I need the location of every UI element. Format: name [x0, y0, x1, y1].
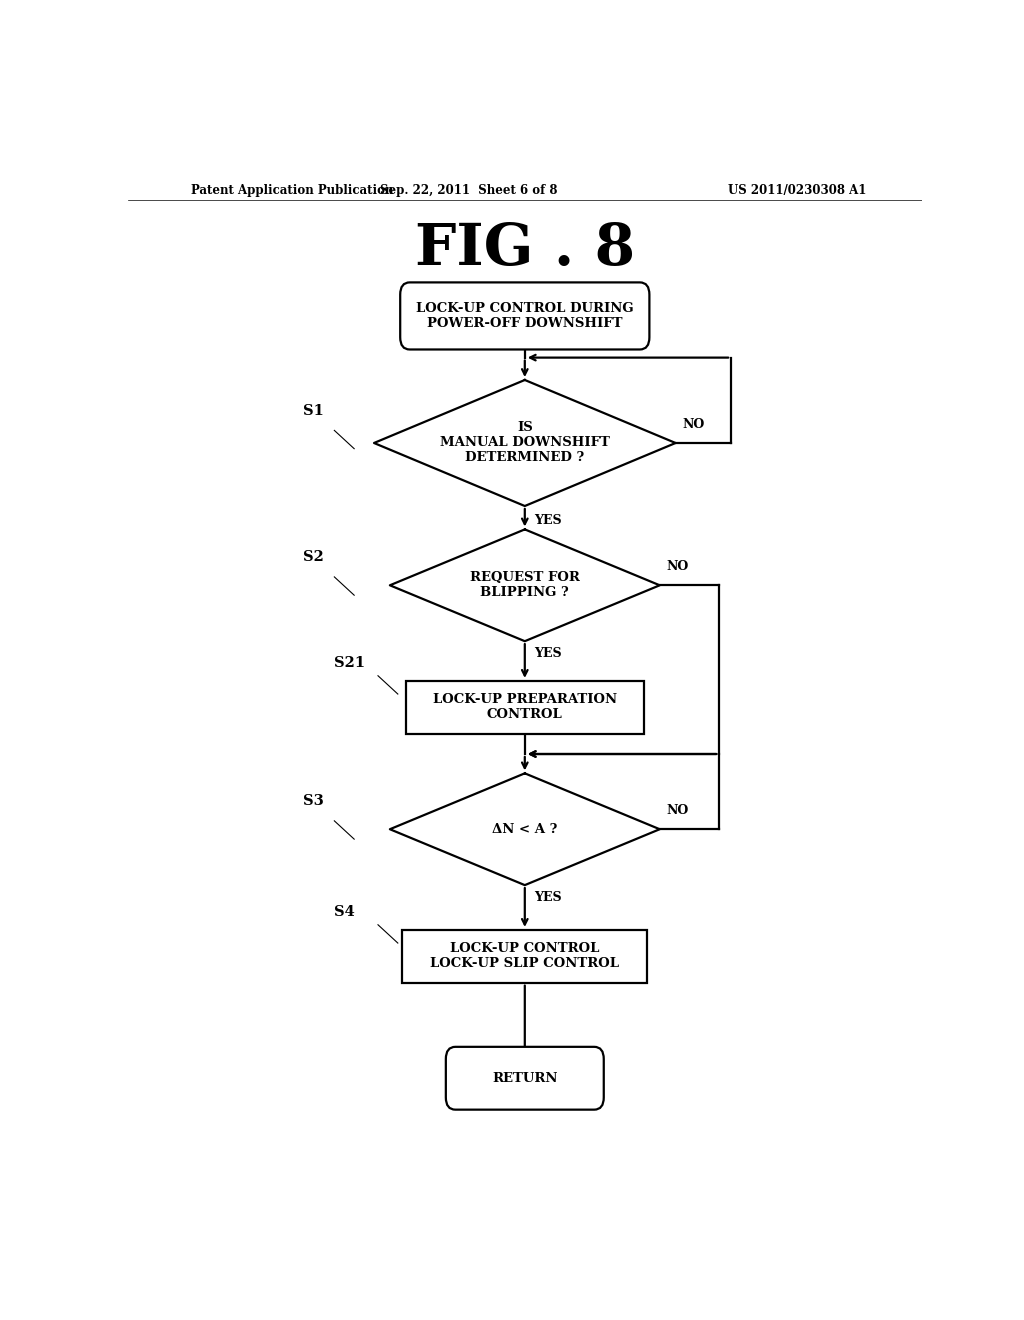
Text: S4: S4	[334, 904, 355, 919]
Bar	[406, 681, 644, 734]
Text: S1: S1	[303, 404, 324, 418]
Text: REQUEST FOR
BLIPPING ?: REQUEST FOR BLIPPING ?	[470, 572, 580, 599]
Text: RETURN: RETURN	[493, 1072, 557, 1085]
Text: FIG . 8: FIG . 8	[415, 222, 635, 277]
FancyBboxPatch shape	[445, 1047, 604, 1110]
FancyBboxPatch shape	[400, 282, 649, 350]
Text: S21: S21	[334, 656, 366, 669]
Text: YES: YES	[535, 515, 562, 527]
Text: YES: YES	[535, 647, 562, 660]
Text: US 2011/0230308 A1: US 2011/0230308 A1	[728, 183, 866, 197]
Text: IS
MANUAL DOWNSHIFT
DETERMINED ?: IS MANUAL DOWNSHIFT DETERMINED ?	[440, 421, 609, 465]
Text: LOCK-UP PREPARATION
CONTROL: LOCK-UP PREPARATION CONTROL	[433, 693, 616, 721]
Text: NO: NO	[666, 804, 688, 817]
Text: ΔN < A ?: ΔN < A ?	[493, 822, 557, 836]
Text: LOCK-UP CONTROL DURING
POWER-OFF DOWNSHIFT: LOCK-UP CONTROL DURING POWER-OFF DOWNSHI…	[416, 302, 634, 330]
Bar	[402, 929, 647, 982]
Text: YES: YES	[535, 891, 562, 904]
Text: NO: NO	[682, 418, 705, 430]
Text: S3: S3	[303, 795, 324, 808]
Text: LOCK-UP CONTROL
LOCK-UP SLIP CONTROL: LOCK-UP CONTROL LOCK-UP SLIP CONTROL	[430, 942, 620, 970]
Text: NO: NO	[666, 560, 688, 573]
Text: Patent Application Publication: Patent Application Publication	[191, 183, 394, 197]
Text: S2: S2	[303, 550, 324, 565]
Text: Sep. 22, 2011  Sheet 6 of 8: Sep. 22, 2011 Sheet 6 of 8	[381, 183, 558, 197]
